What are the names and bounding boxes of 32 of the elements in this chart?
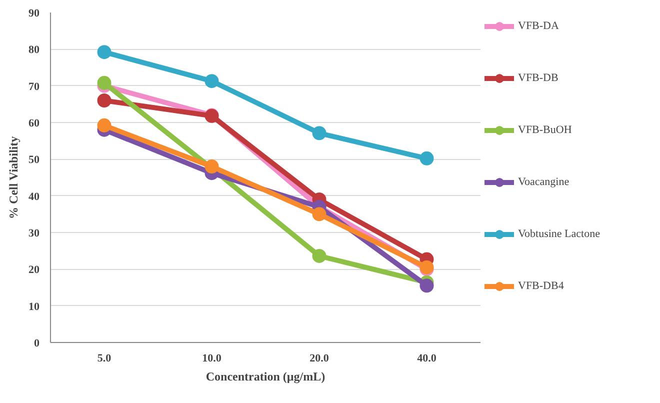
legend-label: VFB-BuOH [518, 124, 572, 136]
point [312, 126, 326, 140]
y-tick-label: 70 [28, 80, 40, 93]
legend-label: VFB-DB [518, 72, 558, 84]
y-tick-label: 50 [28, 154, 40, 166]
y-tick-label: 10 [28, 300, 40, 313]
legend-label: Vobtusine Lactone [518, 228, 600, 240]
point [312, 207, 326, 222]
x-axis-title: Concentration (µg/mL) [206, 370, 326, 384]
point [97, 118, 112, 132]
legend-label: VFB-DB4 [518, 280, 564, 292]
point [97, 76, 112, 90]
point [97, 94, 112, 108]
point [97, 45, 112, 60]
x-tick-label: 40.0 [417, 352, 437, 364]
point [204, 74, 219, 88]
y-tick-label: 80 [28, 44, 40, 56]
point [420, 151, 434, 166]
y-tick-label: 60 [28, 118, 40, 130]
x-tick-label: 5.0 [97, 352, 112, 364]
point [312, 248, 326, 263]
y-tick-label: 0 [34, 338, 40, 350]
x-tick-label: 20.0 [310, 352, 330, 364]
legend-label: Voacangine [518, 176, 570, 188]
y-tick-label: 90 [28, 8, 40, 20]
y-axis-title: % Cell Viability [6, 136, 20, 219]
y-tick-label: 40 [28, 190, 40, 203]
y-tick-label: 20 [28, 264, 40, 276]
legend-label: VFB-DA [518, 20, 559, 32]
y-tick-label: 30 [28, 228, 40, 240]
x-tick-label: 10.0 [202, 352, 222, 364]
point [420, 278, 434, 293]
